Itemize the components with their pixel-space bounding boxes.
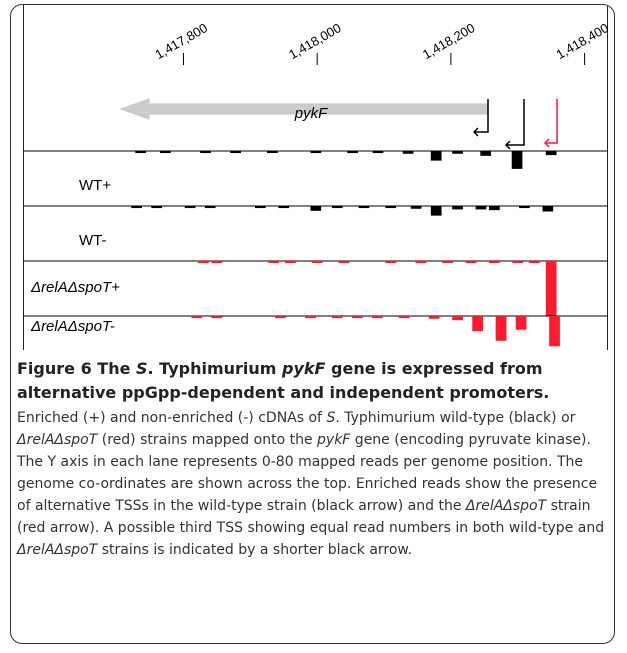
read-bar [415, 261, 427, 264]
read-bar [472, 316, 483, 332]
read-bar [452, 316, 463, 321]
read-bar [542, 206, 554, 212]
caption-text: Enriched (+) and non-enriched (-) cDNAs … [17, 410, 327, 426]
read-bar [475, 206, 487, 210]
caption-text: S [326, 410, 336, 426]
read-bar [488, 261, 500, 264]
read-bar [371, 316, 383, 319]
tss-arrow-head [472, 127, 479, 137]
read-bar [135, 151, 147, 154]
read-bar [211, 261, 223, 264]
tss-arrow-head [504, 140, 511, 150]
read-bar [184, 206, 196, 209]
read-bar [331, 206, 343, 209]
read-bar [430, 206, 442, 216]
read-bar [285, 261, 296, 264]
caption-text: . Typhimurium [147, 359, 283, 378]
read-bar [131, 206, 143, 209]
caption-text: gene is expressed from alternative ppGpp… [17, 359, 544, 402]
read-bar [402, 151, 414, 154]
read-bar [198, 261, 209, 264]
caption-text: . Typhimurium wild-type (black) or [335, 410, 576, 426]
read-bar [430, 151, 442, 161]
caption-text: ΔrelAΔspoT [465, 498, 547, 514]
read-bar [515, 316, 527, 330]
tss-arrow [475, 99, 489, 133]
read-bar [211, 316, 223, 319]
read-bar [310, 151, 322, 154]
read-bar [465, 261, 477, 264]
read-bar [442, 261, 453, 264]
read-bar [278, 206, 290, 209]
caption-title: Figure 6 The S. Typhimurium pykF gene is… [17, 357, 607, 405]
read-bar [495, 316, 507, 341]
caption-text: strain (red arrow). A possible third TSS… [17, 498, 605, 536]
tss-arrow [546, 99, 558, 144]
lane-label: WT- [79, 232, 107, 249]
figure-frame: pykF 1,417,800 1,418,000 1,418,200 1,418,40… [10, 4, 615, 644]
read-bar [191, 316, 203, 319]
read-bar [398, 316, 410, 319]
read-bar [254, 206, 266, 209]
read-bar [529, 261, 540, 264]
read-bar [519, 206, 530, 209]
read-bar [428, 316, 440, 319]
lane-label: ΔrelAΔspoT- [30, 318, 115, 335]
read-bar [545, 151, 557, 156]
read-bar [230, 151, 241, 154]
caption-text: pykF [282, 359, 326, 378]
read-bar [512, 261, 524, 264]
caption-text: . [543, 383, 550, 402]
read-bar [385, 206, 397, 209]
read-bar [351, 316, 363, 319]
read-bar [358, 206, 370, 209]
read-bar [452, 151, 463, 154]
read-bar [305, 316, 316, 319]
read-bar [511, 151, 523, 169]
tss-arrow [507, 99, 525, 146]
caption-text: Figure 6 The [17, 359, 136, 378]
read-bar [488, 206, 500, 211]
caption-text: pykF [317, 432, 351, 448]
read-bar [267, 151, 278, 154]
read-bar [385, 261, 397, 264]
read-bar [347, 151, 358, 154]
caption-body: Enriched (+) and non-enriched (-) cDNAs … [17, 407, 607, 561]
tick-label: 1,417,800 [152, 20, 210, 62]
tick-label: 1,418,000 [286, 20, 344, 62]
read-bar [545, 261, 557, 316]
lane-label: ΔrelAΔspoT+ [30, 279, 120, 296]
tick-label: 1,418,400 [554, 20, 608, 62]
caption-text: gene (encoding pyruvate kinase). The Y a… [17, 432, 598, 514]
tss-arrow-head [543, 138, 550, 148]
caption-text: ΔrelAΔspoT [17, 432, 98, 448]
read-bar [452, 206, 463, 210]
read-bar [310, 206, 322, 211]
read-bar [200, 151, 211, 154]
read-bar [151, 206, 163, 209]
caption-text: (red) strains mapped onto the [97, 432, 318, 448]
read-bar [268, 261, 280, 264]
caption-text: S [136, 359, 148, 378]
read-bar [331, 316, 343, 319]
read-bar [160, 151, 171, 154]
gene-label: pykF [294, 105, 328, 122]
caption-text: strains is indicated by a shorter black … [97, 542, 413, 558]
tss-arrows [472, 99, 558, 150]
lane-label: WT+ [79, 177, 111, 194]
caption-text: ΔrelAΔspoT [17, 542, 98, 558]
read-bar [480, 151, 491, 156]
read-bar [549, 316, 560, 347]
read-bar [410, 206, 422, 209]
read-bar [338, 261, 350, 264]
read-bar [311, 261, 323, 264]
read-bar [275, 316, 286, 319]
caption: Figure 6 The S. Typhimurium pykF gene is… [17, 357, 607, 561]
figure: pykF 1,417,800 1,418,000 1,418,200 1,418,40… [23, 5, 608, 350]
tick-label: 1,418,200 [420, 20, 478, 62]
read-bar [372, 151, 384, 154]
read-bar [204, 206, 216, 209]
